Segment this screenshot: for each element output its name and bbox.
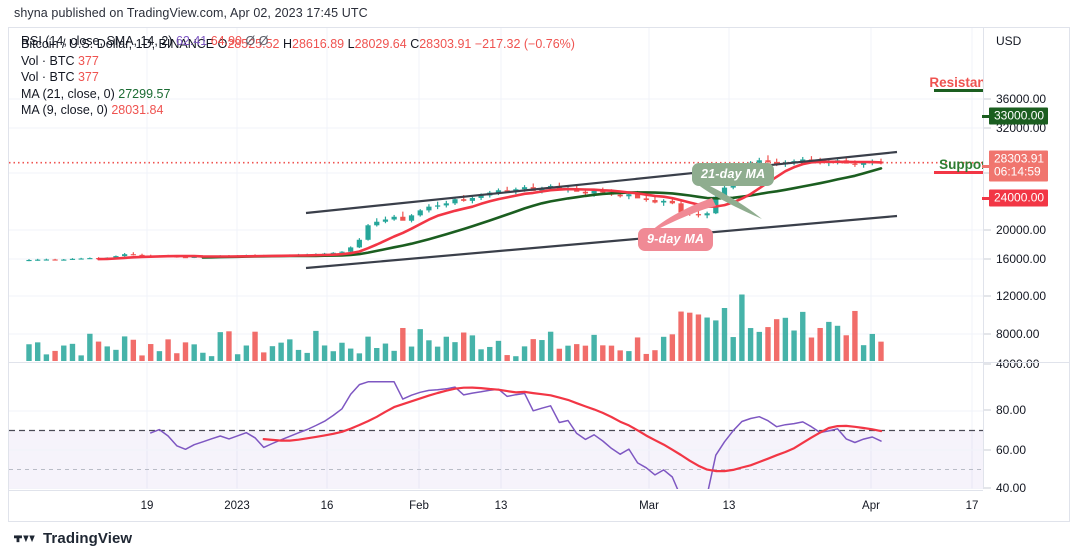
rsi-axis-separator	[983, 362, 1069, 363]
time-axis-label-7: Apr	[862, 500, 880, 512]
rsi-legend-sma-value: 64.90	[210, 34, 242, 48]
price-axis-label-4: 16000.00	[996, 252, 1047, 266]
price-axis-tick	[984, 98, 991, 100]
rsi-legend-empty-1: Ø	[245, 34, 256, 48]
legend-symbol-row[interactable]: Bitcoin / U.S. Dollar, 1D, BINANCE O2852…	[21, 36, 575, 53]
rsi-legend-empty-2: Ø	[258, 34, 269, 48]
price-pane[interactable]	[9, 28, 983, 361]
candlesticks	[26, 155, 884, 262]
legend-row-title: Vol · BTC	[21, 53, 75, 68]
trend-channel	[305, 150, 898, 270]
rsi-pane[interactable]	[9, 362, 983, 489]
legend-ohlc-item: L28029.64	[347, 37, 407, 51]
ma-21-line	[201, 167, 883, 259]
price-axis-tick	[984, 258, 991, 260]
publisher-line: shyna published on TradingView.com, Apr …	[14, 6, 368, 20]
rsi-sma-line	[262, 386, 883, 473]
badge-stub	[982, 114, 989, 118]
legend-row-0[interactable]: Vol · BTC 377	[21, 53, 575, 70]
axis-currency: USD	[996, 34, 1022, 48]
rsi-legend[interactable]: RSI (14, close, SMA, 14, 2) 62.41 64.90 …	[21, 34, 268, 48]
rsi-plot	[9, 363, 983, 489]
price-axis-label-3: 20000.00	[996, 223, 1047, 237]
ma-9-line	[97, 160, 883, 261]
legend-row-3[interactable]: MA (9, close, 0) 28031.84	[21, 102, 575, 119]
tradingview-logo-icon	[14, 531, 36, 546]
legend-row-title: MA (9, close, 0)	[21, 103, 108, 117]
footer: TradingView	[14, 530, 132, 547]
price-axis-label-6: 8000.00	[996, 327, 1040, 341]
legend-row-value: 377	[77, 53, 99, 68]
badge-countdown: 06:14:59	[994, 164, 1041, 179]
rsi-axis-label-2: 40.00	[996, 481, 1027, 495]
last-price-badge[interactable]: 28303.91 06:14:59	[982, 150, 1049, 182]
legend-symbol: Bitcoin / U.S. Dollar, 1D, BINANCE	[21, 37, 215, 51]
time-axis-label-5: Mar	[639, 500, 659, 512]
legend-ohlc: O28525.52 H28616.89 L28029.64 C28303.91	[218, 37, 472, 51]
badge-price: 24000.00	[994, 190, 1045, 205]
rsi-axis-tick	[984, 409, 991, 411]
legend-ohlc-item: C28303.91	[410, 37, 472, 51]
legend-ohlc-item: H28616.89	[282, 37, 345, 51]
time-axis-label-6: 13	[722, 500, 736, 512]
price-axis-label-7: 4000.00	[996, 357, 1040, 371]
price-axis-label-1: 32000.00	[996, 121, 1047, 135]
support-price-badge[interactable]: 24000.00	[982, 189, 1049, 207]
badge-price: 33000.00	[994, 108, 1045, 123]
badge-price: 28303.91	[994, 151, 1045, 166]
resistance-price-badge[interactable]: 33000.00	[982, 107, 1049, 125]
badge-stub	[982, 196, 989, 200]
price-axis-tick	[984, 172, 991, 174]
rsi-legend-title: RSI (14, close, SMA, 14, 2)	[21, 34, 173, 48]
time-axis-label-3: Feb	[409, 500, 429, 512]
volume-bars	[26, 294, 884, 361]
legend-row-value: 28031.84	[111, 103, 164, 117]
price-axis-tick	[984, 363, 991, 365]
rsi-legend-value: 62.41	[175, 34, 208, 48]
price-axis-tick	[984, 229, 991, 231]
time-axis-label-1: 2023	[224, 500, 250, 512]
price-axis-label-5: 12000.00	[996, 289, 1047, 303]
time-axis-label-0: 19	[140, 500, 154, 512]
time-axis-label-8: 17	[965, 500, 979, 512]
rsi-axis-tick	[984, 487, 991, 489]
legend-row-1[interactable]: Vol · BTC 377	[21, 69, 575, 86]
legend-row-title: Vol · BTC	[21, 70, 75, 84]
price-plot	[9, 28, 983, 361]
price-axis-tick	[984, 333, 991, 335]
time-axis-label-2: 16	[320, 500, 334, 512]
legend-ohlc-item: O28525.52	[217, 37, 280, 51]
badge-stub	[982, 164, 989, 168]
time-axis-label-4: 13	[494, 500, 508, 512]
time-axis[interactable]: 19 2023 16 Feb 13 Mar 13 Apr 17	[9, 490, 983, 522]
rsi-axis-tick	[984, 449, 991, 451]
price-axis-tick	[984, 295, 991, 297]
legend-row-2[interactable]: MA (21, close, 0) 27299.57	[21, 86, 575, 103]
legend-row-title: MA (21, close, 0)	[21, 86, 115, 101]
legend-row-value: 377	[77, 70, 99, 84]
rsi-axis-label-0: 80.00	[996, 403, 1027, 417]
tradingview-brand: TradingView	[43, 530, 133, 547]
price-legend: Bitcoin / U.S. Dollar, 1D, BINANCE O2852…	[21, 36, 575, 119]
chart-frame[interactable]: Bitcoin / U.S. Dollar, 1D, BINANCE O2852…	[8, 27, 1070, 522]
price-axis[interactable]: USD 36000.0032000.0028000.0020000.001600…	[982, 28, 1069, 495]
rsi-line	[149, 381, 882, 489]
price-axis-label-0: 36000.00	[996, 92, 1047, 106]
legend-change: −217.32 (−0.76%)	[474, 37, 575, 51]
legend-row-value: 27299.57	[118, 86, 171, 101]
price-axis-tick	[984, 127, 991, 129]
rsi-axis-label-1: 60.00	[996, 443, 1027, 457]
rsi-band-fill	[9, 430, 983, 489]
